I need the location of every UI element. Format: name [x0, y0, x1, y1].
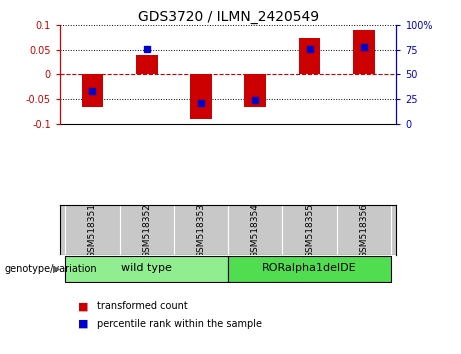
- Bar: [190, 74, 212, 119]
- Text: percentile rank within the sample: percentile rank within the sample: [97, 319, 262, 329]
- Text: GSM518354: GSM518354: [251, 202, 260, 258]
- Bar: [82, 74, 103, 107]
- Bar: [299, 38, 320, 74]
- Text: ■: ■: [78, 301, 89, 311]
- Text: transformed count: transformed count: [97, 301, 188, 311]
- Text: ■: ■: [78, 319, 89, 329]
- Bar: [136, 55, 158, 74]
- Text: GSM518353: GSM518353: [196, 202, 206, 258]
- Text: GSM518352: GSM518352: [142, 202, 151, 258]
- Title: GDS3720 / ILMN_2420549: GDS3720 / ILMN_2420549: [138, 10, 319, 24]
- Text: genotype/variation: genotype/variation: [5, 264, 97, 274]
- Bar: [244, 74, 266, 107]
- Bar: [228, 256, 391, 282]
- Bar: [353, 30, 375, 74]
- Text: wild type: wild type: [121, 263, 172, 274]
- Text: RORalpha1delDE: RORalpha1delDE: [262, 263, 357, 274]
- Text: GSM518351: GSM518351: [88, 202, 97, 258]
- Text: GSM518355: GSM518355: [305, 202, 314, 258]
- Text: ▶: ▶: [53, 264, 60, 274]
- Bar: [65, 256, 228, 282]
- Text: GSM518356: GSM518356: [360, 202, 368, 258]
